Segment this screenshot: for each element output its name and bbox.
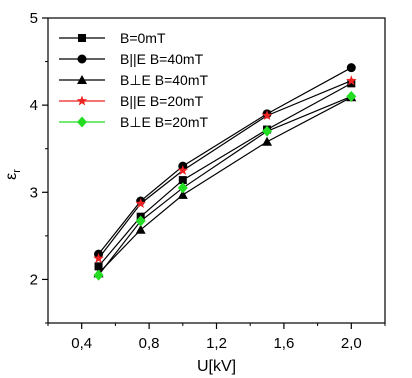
x-tick-label: 0,8 bbox=[139, 335, 160, 352]
data-point bbox=[262, 125, 273, 137]
legend-label: B=0mT bbox=[120, 30, 166, 46]
legend-entry-1: B=0mT bbox=[59, 30, 166, 46]
legend: B=0mT B||E B=40mT B⊥E B=40mT B||E B=20mT B⊥E… bbox=[59, 30, 209, 130]
legend-label: B⊥E B=40mT bbox=[120, 72, 209, 88]
y-tick-label: 5 bbox=[30, 10, 38, 27]
series-5 bbox=[93, 90, 357, 281]
legend-label: B||E B=40mT bbox=[120, 51, 204, 67]
x-tick-label: 2,0 bbox=[341, 335, 362, 352]
data-point bbox=[135, 215, 146, 227]
legend-label: B⊥E B=20mT bbox=[120, 114, 209, 130]
x-tick-label: 1,2 bbox=[206, 335, 227, 352]
data-point bbox=[346, 63, 356, 73]
x-axis-title: U[kV] bbox=[197, 358, 236, 375]
series-4 bbox=[93, 75, 357, 263]
y-axis-title-subscript: r bbox=[11, 169, 23, 173]
y-tick-label: 4 bbox=[30, 97, 38, 114]
data-point bbox=[346, 75, 357, 86]
axes: 0,4 0,8 1,2 1,6 2,0 2 3 4 5 U[kV] εr bbox=[3, 10, 386, 375]
legend-entry-2: B||E B=40mT bbox=[59, 51, 204, 67]
x-tick-label: 1,6 bbox=[273, 335, 294, 352]
data-point bbox=[347, 79, 356, 88]
data-point bbox=[135, 224, 146, 234]
y-tick-label: 3 bbox=[30, 184, 38, 201]
data-point bbox=[261, 110, 273, 121]
y-axis-title: εr bbox=[3, 169, 23, 180]
data-point bbox=[177, 165, 189, 175]
data-point bbox=[262, 136, 273, 146]
legend-marker bbox=[77, 75, 87, 84]
data-point bbox=[135, 198, 146, 209]
data-point bbox=[177, 189, 188, 199]
data-point bbox=[178, 176, 187, 185]
data-point bbox=[93, 253, 104, 263]
plot-area bbox=[93, 63, 357, 281]
legend-marker bbox=[77, 116, 87, 128]
series-line bbox=[98, 82, 352, 267]
legend-entry-4: B||E B=20mT bbox=[59, 93, 204, 109]
data-point bbox=[346, 90, 357, 102]
data-point bbox=[177, 182, 188, 194]
x-tick-label: 0,4 bbox=[71, 335, 92, 352]
data-point bbox=[93, 269, 104, 281]
legend-marker bbox=[78, 34, 86, 42]
legend-marker bbox=[76, 95, 88, 106]
y-tick-label: 2 bbox=[30, 271, 38, 288]
data-point bbox=[94, 262, 103, 271]
legend-marker bbox=[77, 54, 87, 64]
legend-label: B||E B=20mT bbox=[120, 93, 204, 109]
legend-entry-3: B⊥E B=40mT bbox=[59, 72, 209, 88]
legend-entry-5: B⊥E B=20mT bbox=[59, 114, 209, 130]
